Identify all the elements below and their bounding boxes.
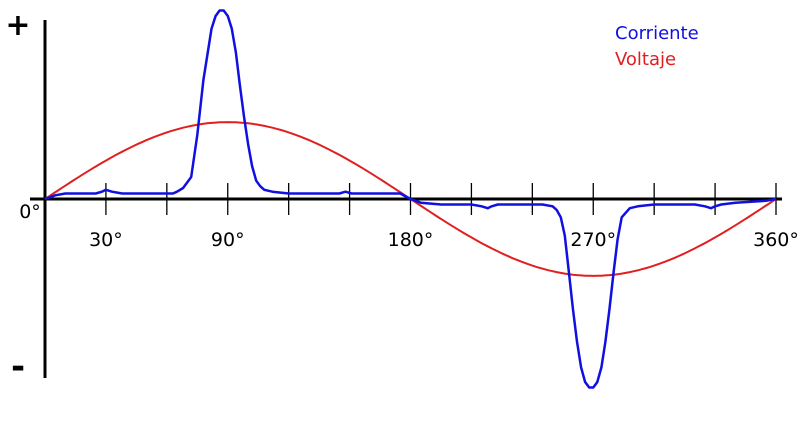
legend-corriente: Corriente [615, 23, 699, 44]
y-positive-sign: + [5, 8, 30, 43]
x-tick-label-270: 270° [570, 229, 616, 251]
x-tick-label-90: 90° [211, 229, 245, 251]
y-negative-sign: - [11, 347, 25, 387]
x-tick-label-30: 30° [89, 229, 123, 251]
x-tick-label-180: 180° [388, 229, 434, 251]
series-corriente-line [44, 9, 777, 389]
x-tick-labels: 30° 90° 180° 270° 360° [89, 229, 799, 251]
x-origin-label: 0° [19, 201, 41, 223]
legend-voltaje: Voltaje [615, 49, 676, 70]
x-tick-label-360: 360° [753, 229, 799, 251]
